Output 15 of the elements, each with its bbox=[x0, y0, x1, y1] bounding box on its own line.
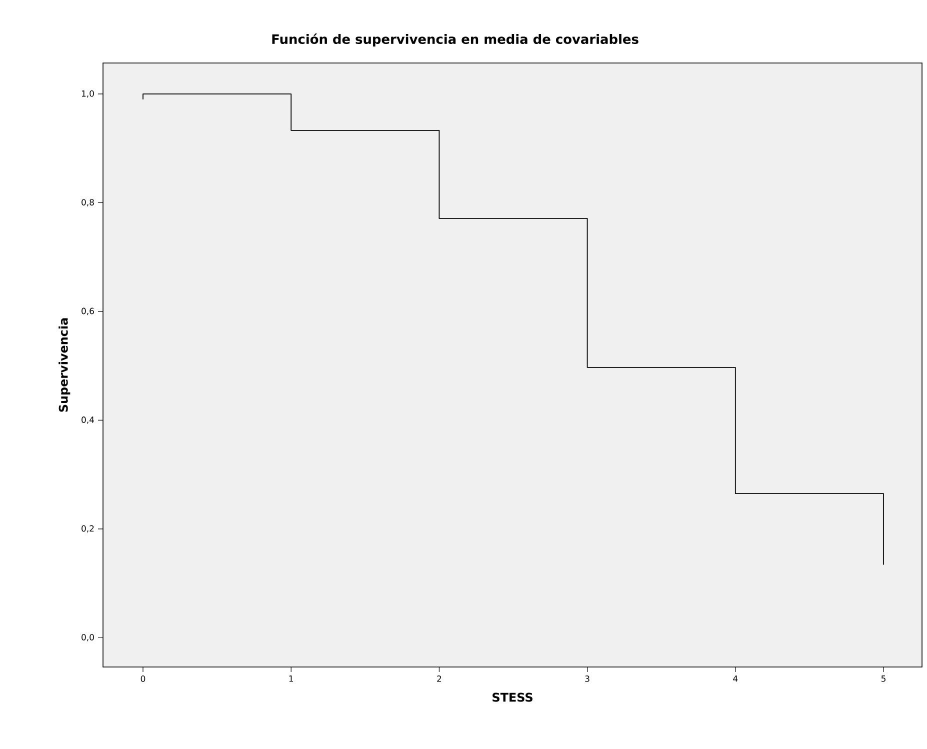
y-tick-label: 0,0 bbox=[82, 634, 94, 642]
x-tick-label: 2 bbox=[437, 676, 442, 682]
x-tick-label: 3 bbox=[585, 676, 590, 682]
x-tick-label: 1 bbox=[289, 676, 294, 682]
y-tick-label: 0,2 bbox=[82, 525, 94, 533]
x-tick-label: 4 bbox=[733, 676, 738, 682]
y-tick-label: 0,4 bbox=[82, 416, 94, 424]
x-axis-title: STESS bbox=[492, 692, 532, 702]
x-tick-label: 5 bbox=[881, 676, 886, 682]
y-axis-title: Supervivencia bbox=[58, 318, 70, 412]
y-tick-label: 0,8 bbox=[82, 199, 94, 206]
x-tick-label: 0 bbox=[140, 676, 146, 682]
y-tick-label: 0,6 bbox=[82, 308, 94, 316]
chart-title: Función de supervivencia en media de covariables bbox=[272, 33, 638, 47]
y-tick-label: 1,0 bbox=[82, 90, 94, 98]
